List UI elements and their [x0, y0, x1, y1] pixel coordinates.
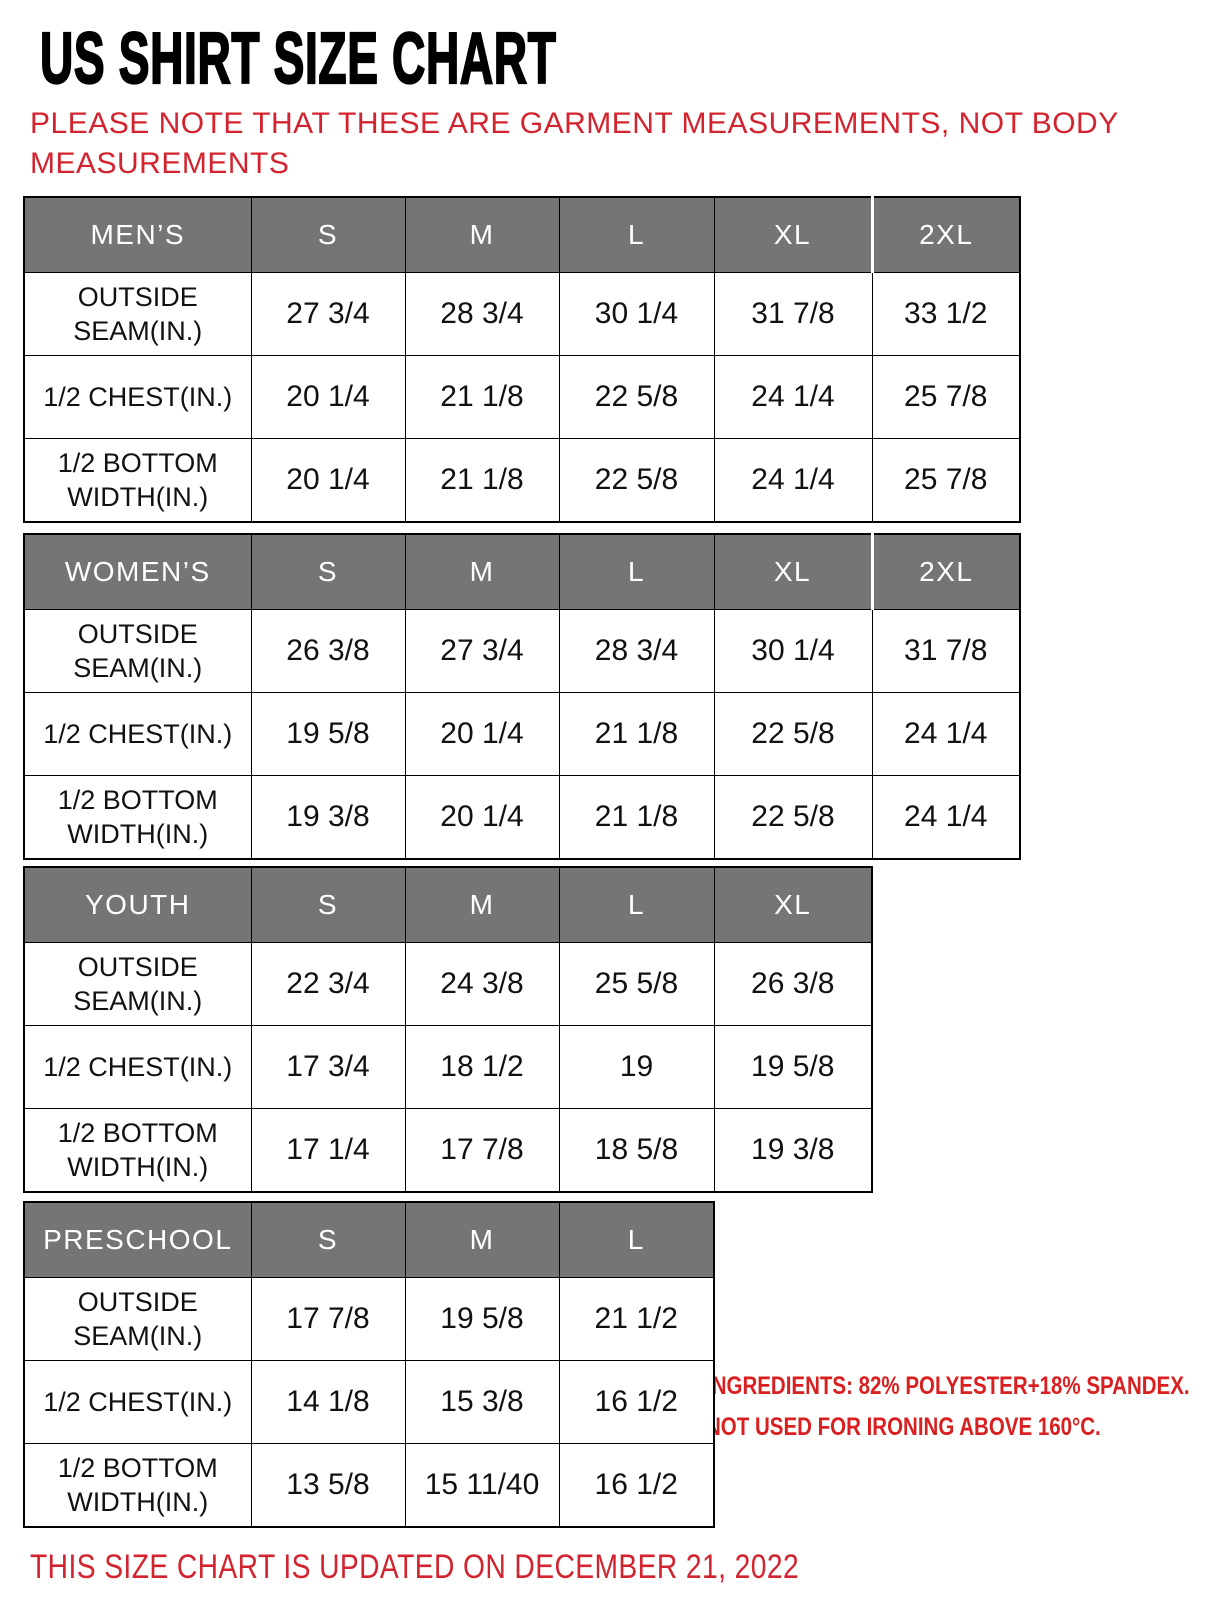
mens-measurement-value: 33 1/2: [871, 272, 1021, 356]
preschool-measurement-value: 19 5/8: [404, 1277, 560, 1361]
mens-size-header-cell: M: [404, 196, 560, 273]
garment-measurements-note: PLEASE NOTE THAT THESE ARE GARMENT MEASU…: [30, 104, 1119, 184]
womens-measurement-value: 31 7/8: [871, 609, 1021, 693]
preschool-row-label: OUTSIDE SEAM(IN.): [23, 1277, 252, 1361]
preschool-measurement-value: 15 11/40: [404, 1443, 560, 1528]
preschool-row-label: 1/2 CHEST(IN.): [23, 1360, 252, 1444]
womens-row-label: 1/2 CHEST(IN.): [23, 692, 252, 776]
mens-row-label: 1/2 CHEST(IN.): [23, 355, 252, 439]
womens-measurement-value: 20 1/4: [404, 775, 560, 860]
youth-size-header-cell: L: [558, 866, 715, 943]
mens-size-table: MEN’S S M L XL 2XL OUTSIDE SEAM(IN.) 27 3/4 28 3…: [23, 196, 1021, 523]
mens-measurement-value: 22 5/8: [558, 355, 715, 439]
womens-size-header-cell: L: [558, 533, 715, 610]
garment-note-line-1: PLEASE NOTE THAT THESE ARE GARMENT MEASU…: [30, 107, 1119, 140]
womens-size-header-cell: 2XL: [870, 533, 1021, 610]
mens-measurement-value: 25 7/8: [871, 355, 1021, 439]
womens-measurement-value: 24 1/4: [871, 775, 1021, 860]
youth-measurement-value: 19: [558, 1025, 715, 1109]
youth-row-label: 1/2 BOTTOM WIDTH(IN.): [23, 1108, 252, 1193]
preschool-size-header-cell: L: [558, 1201, 715, 1278]
preschool-measurement-value: 13 5/8: [250, 1443, 406, 1528]
mens-size-header-cell: L: [558, 196, 715, 273]
mens-measurement-value: 21 1/8: [404, 438, 560, 523]
preschool-measurement-value: 14 1/8: [250, 1360, 406, 1444]
mens-measurement-value: 25 7/8: [871, 438, 1021, 523]
youth-measurement-value: 17 7/8: [404, 1108, 560, 1193]
preschool-size-header-cell: S: [250, 1201, 406, 1278]
youth-measurement-value: 18 5/8: [558, 1108, 715, 1193]
youth-table-title-cell: YOUTH: [23, 866, 252, 943]
youth-measurement-value: 19 3/8: [713, 1108, 873, 1193]
preschool-size-header-cell: M: [404, 1201, 560, 1278]
mens-row-label: OUTSIDE SEAM(IN.): [23, 272, 252, 356]
womens-measurement-value: 30 1/4: [713, 609, 873, 693]
womens-measurement-value: 24 1/4: [871, 692, 1021, 776]
garment-note-line-2: MEASUREMENTS: [30, 147, 290, 180]
youth-size-header-cell: S: [250, 866, 406, 943]
youth-measurement-value: 24 3/8: [404, 942, 560, 1026]
ingredients-line-2: NOT USED FOR IRONING ABOVE 160°C.: [706, 1413, 1101, 1441]
youth-size-table: YOUTH S M L XL OUTSIDE SEAM(IN.) 22 3/4 24 3/8 2…: [23, 866, 873, 1193]
youth-measurement-value: 26 3/8: [713, 942, 873, 1026]
mens-measurement-value: 24 1/4: [713, 438, 873, 523]
youth-measurement-value: 17 3/4: [250, 1025, 406, 1109]
youth-measurement-value: 22 3/4: [250, 942, 406, 1026]
womens-size-header-cell: S: [250, 533, 406, 610]
womens-measurement-value: 20 1/4: [404, 692, 560, 776]
preschool-size-table: PRESCHOOL S M L OUTSIDE SEAM(IN.) 17 7/8 19 5/…: [23, 1201, 715, 1528]
preschool-measurement-value: 15 3/8: [404, 1360, 560, 1444]
mens-measurement-value: 21 1/8: [404, 355, 560, 439]
preschool-measurement-value: 17 7/8: [250, 1277, 406, 1361]
mens-row-label: 1/2 BOTTOM WIDTH(IN.): [23, 438, 252, 523]
mens-measurement-value: 22 5/8: [558, 438, 715, 523]
preschool-measurement-value: 16 1/2: [558, 1443, 715, 1528]
youth-measurement-value: 25 5/8: [558, 942, 715, 1026]
ingredients-note: INGREDIENTS: 82% POLYESTER+18% SPANDEX. …: [706, 1366, 1190, 1448]
preschool-table-title-cell: PRESCHOOL: [23, 1201, 252, 1278]
preschool-measurement-value: 21 1/2: [558, 1277, 715, 1361]
mens-table-title-cell: MEN’S: [23, 196, 252, 273]
mens-measurement-value: 20 1/4: [250, 438, 406, 523]
womens-measurement-value: 19 5/8: [250, 692, 406, 776]
youth-measurement-value: 18 1/2: [404, 1025, 560, 1109]
womens-table-title-cell: WOMEN’S: [23, 533, 252, 610]
womens-size-header-cell: XL: [713, 533, 873, 610]
ingredients-line-1: INGREDIENTS: 82% POLYESTER+18% SPANDEX.: [706, 1372, 1190, 1400]
womens-measurement-value: 22 5/8: [713, 775, 873, 860]
womens-size-header-cell: M: [404, 533, 560, 610]
preschool-measurement-value: 16 1/2: [558, 1360, 715, 1444]
mens-measurement-value: 20 1/4: [250, 355, 406, 439]
womens-row-label: 1/2 BOTTOM WIDTH(IN.): [23, 775, 252, 860]
mens-size-header-cell: 2XL: [870, 196, 1021, 273]
womens-measurement-value: 22 5/8: [713, 692, 873, 776]
womens-measurement-value: 27 3/4: [404, 609, 560, 693]
womens-measurement-value: 26 3/8: [250, 609, 406, 693]
womens-measurement-value: 28 3/4: [558, 609, 715, 693]
mens-measurement-value: 28 3/4: [404, 272, 560, 356]
mens-size-header-cell: XL: [713, 196, 873, 273]
mens-measurement-value: 27 3/4: [250, 272, 406, 356]
mens-measurement-value: 30 1/4: [558, 272, 715, 356]
update-date-note: THIS SIZE CHART IS UPDATED ON DECEMBER 2…: [30, 1548, 800, 1586]
youth-measurement-value: 17 1/4: [250, 1108, 406, 1193]
womens-measurement-value: 21 1/8: [558, 692, 715, 776]
youth-size-header-cell: M: [404, 866, 560, 943]
womens-row-label: OUTSIDE SEAM(IN.): [23, 609, 252, 693]
womens-size-table: WOMEN’S S M L XL 2XL OUTSIDE SEAM(IN.) 26 3/8 27…: [23, 533, 1021, 860]
youth-size-header-cell: XL: [713, 866, 873, 943]
youth-row-label: OUTSIDE SEAM(IN.): [23, 942, 252, 1026]
womens-measurement-value: 21 1/8: [558, 775, 715, 860]
womens-measurement-value: 19 3/8: [250, 775, 406, 860]
mens-measurement-value: 31 7/8: [713, 272, 873, 356]
mens-measurement-value: 24 1/4: [713, 355, 873, 439]
youth-measurement-value: 19 5/8: [713, 1025, 873, 1109]
mens-size-header-cell: S: [250, 196, 406, 273]
youth-row-label: 1/2 CHEST(IN.): [23, 1025, 252, 1109]
page-title: US SHIRT SIZE CHART: [39, 18, 557, 100]
preschool-row-label: 1/2 BOTTOM WIDTH(IN.): [23, 1443, 252, 1528]
